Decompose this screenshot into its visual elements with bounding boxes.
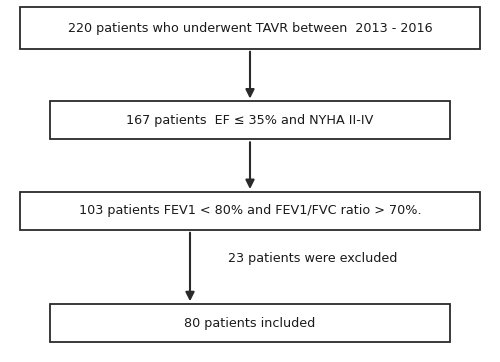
Text: 220 patients who underwent TAVR between  2013 - 2016: 220 patients who underwent TAVR between … — [68, 22, 432, 34]
Text: 103 patients FEV1 < 80% and FEV1/FVC ratio > 70%.: 103 patients FEV1 < 80% and FEV1/FVC rat… — [78, 205, 422, 217]
FancyBboxPatch shape — [20, 192, 480, 230]
Text: 80 patients included: 80 patients included — [184, 317, 316, 329]
Text: 167 patients  EF ≤ 35% and NYHA II-IV: 167 patients EF ≤ 35% and NYHA II-IV — [126, 114, 374, 127]
FancyBboxPatch shape — [50, 101, 450, 139]
Text: 23 patients were excluded: 23 patients were excluded — [228, 252, 397, 265]
FancyBboxPatch shape — [50, 304, 450, 342]
FancyBboxPatch shape — [20, 7, 480, 49]
